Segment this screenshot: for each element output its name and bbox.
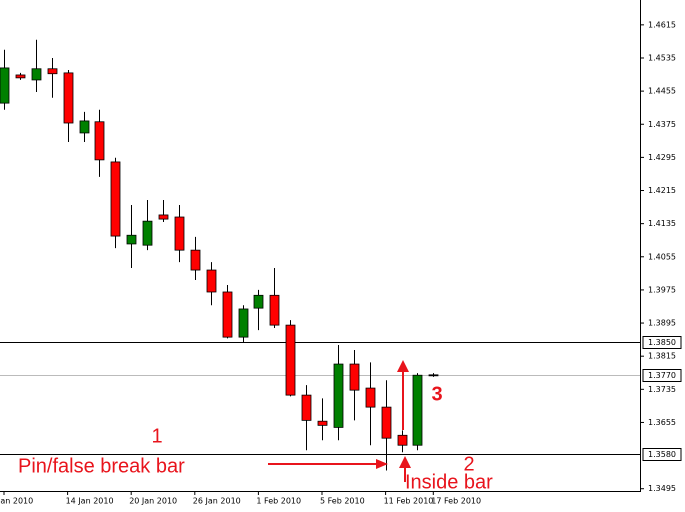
y-tick-label: 1.3655 bbox=[648, 418, 676, 427]
candle-body bbox=[317, 420, 328, 426]
candle-body bbox=[301, 394, 312, 421]
y-tick-label: 1.4615 bbox=[648, 20, 676, 29]
y-tick-label: 1.4535 bbox=[648, 53, 676, 62]
annotation-arrows bbox=[268, 360, 411, 482]
level-label-box bbox=[642, 336, 682, 349]
candle-body bbox=[31, 68, 42, 81]
candle-body bbox=[428, 374, 439, 377]
candle-body bbox=[15, 74, 26, 79]
y-tick-label: 1.3895 bbox=[648, 319, 676, 328]
x-tick-label: 11 Feb 2010 bbox=[384, 497, 434, 506]
annotation: 3 bbox=[431, 383, 442, 405]
y-tick-label: 1.3735 bbox=[648, 385, 676, 394]
candle-body bbox=[79, 120, 90, 134]
level-label: 1.3580 bbox=[648, 450, 676, 459]
annotation: 2 bbox=[463, 453, 474, 475]
candle-body bbox=[158, 214, 169, 220]
x-tick-label: 5 Feb 2010 bbox=[320, 497, 365, 506]
candle-body bbox=[94, 121, 105, 161]
level-label: 1.3850 bbox=[648, 338, 676, 347]
annotation: Pin/false break bar bbox=[18, 455, 185, 477]
candle-body bbox=[365, 387, 376, 408]
annotation: 1 bbox=[151, 425, 162, 447]
candle-body bbox=[126, 234, 137, 245]
y-tick-label: 1.4295 bbox=[648, 153, 676, 162]
x-tick-label: 26 Jan 2010 bbox=[193, 497, 241, 506]
x-tick-label: 17 Feb 2010 bbox=[431, 497, 481, 506]
candle-body bbox=[63, 72, 74, 124]
arrow-head bbox=[397, 360, 409, 372]
y-tick-label: 1.4135 bbox=[648, 219, 676, 228]
candle-body bbox=[285, 324, 296, 396]
y-tick-label: 1.4455 bbox=[648, 87, 676, 96]
candle-body bbox=[253, 294, 264, 309]
candle-body bbox=[190, 249, 201, 271]
x-tick-label: 1 Feb 2010 bbox=[256, 497, 301, 506]
y-tick-label: 1.4055 bbox=[648, 252, 676, 261]
candle-body bbox=[142, 220, 153, 246]
annotation: Inside bar bbox=[405, 471, 493, 493]
candle-body bbox=[0, 67, 10, 104]
arrow-head bbox=[376, 459, 388, 469]
candle-body bbox=[110, 161, 121, 237]
candle-body bbox=[206, 269, 217, 293]
level-label-box bbox=[642, 448, 682, 461]
candle-body bbox=[412, 374, 423, 446]
x-tick-label: 20 Jan 2010 bbox=[129, 497, 177, 506]
candle-body bbox=[381, 406, 392, 439]
candle-body bbox=[333, 363, 344, 428]
y-tick-label: 1.3975 bbox=[648, 285, 676, 294]
x-tick-label: Jan 2010 bbox=[0, 497, 33, 506]
y-tick-label: 1.3495 bbox=[648, 484, 676, 493]
arrow-head bbox=[399, 456, 411, 468]
candle-body bbox=[222, 291, 233, 338]
y-tick-label: 1.4375 bbox=[648, 120, 676, 129]
y-tick-label: 1.4215 bbox=[648, 186, 676, 195]
level-label: 1.3770 bbox=[648, 371, 676, 380]
x-tick-label: 14 Jan 2010 bbox=[66, 497, 114, 506]
level-label-box bbox=[642, 369, 682, 382]
candle-body bbox=[349, 363, 360, 391]
y-tick-label: 1.3815 bbox=[648, 352, 676, 361]
candle-body bbox=[47, 68, 58, 75]
candle-body bbox=[238, 308, 249, 338]
candle-body bbox=[174, 216, 185, 251]
candle-body bbox=[397, 434, 408, 446]
candle-body bbox=[269, 294, 280, 326]
